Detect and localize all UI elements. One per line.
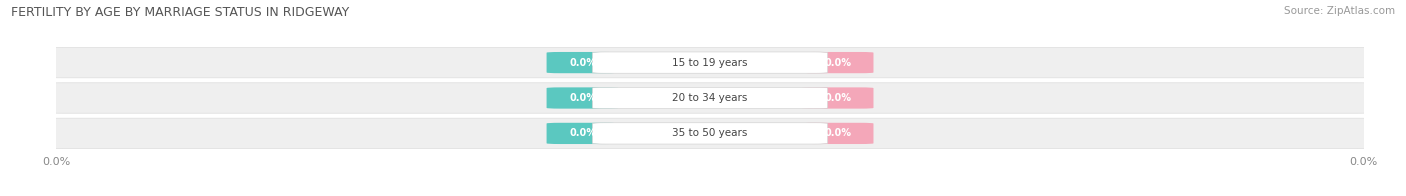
Text: 0.0%: 0.0% <box>569 58 596 68</box>
Text: FERTILITY BY AGE BY MARRIAGE STATUS IN RIDGEWAY: FERTILITY BY AGE BY MARRIAGE STATUS IN R… <box>11 6 350 19</box>
Text: 15 to 19 years: 15 to 19 years <box>672 58 748 68</box>
FancyBboxPatch shape <box>801 52 873 73</box>
Text: Source: ZipAtlas.com: Source: ZipAtlas.com <box>1284 6 1395 16</box>
FancyBboxPatch shape <box>30 83 1391 113</box>
Text: 0.0%: 0.0% <box>824 128 851 138</box>
FancyBboxPatch shape <box>592 52 828 73</box>
Text: 0.0%: 0.0% <box>824 58 851 68</box>
Text: 0.0%: 0.0% <box>569 128 596 138</box>
FancyBboxPatch shape <box>547 123 619 144</box>
FancyBboxPatch shape <box>801 87 873 109</box>
Text: 20 to 34 years: 20 to 34 years <box>672 93 748 103</box>
FancyBboxPatch shape <box>592 87 828 109</box>
FancyBboxPatch shape <box>801 123 873 144</box>
FancyBboxPatch shape <box>30 47 1391 78</box>
FancyBboxPatch shape <box>547 52 619 73</box>
Text: 0.0%: 0.0% <box>569 93 596 103</box>
Text: 35 to 50 years: 35 to 50 years <box>672 128 748 138</box>
FancyBboxPatch shape <box>547 87 619 109</box>
Text: 0.0%: 0.0% <box>824 93 851 103</box>
FancyBboxPatch shape <box>592 123 828 144</box>
FancyBboxPatch shape <box>30 118 1391 149</box>
